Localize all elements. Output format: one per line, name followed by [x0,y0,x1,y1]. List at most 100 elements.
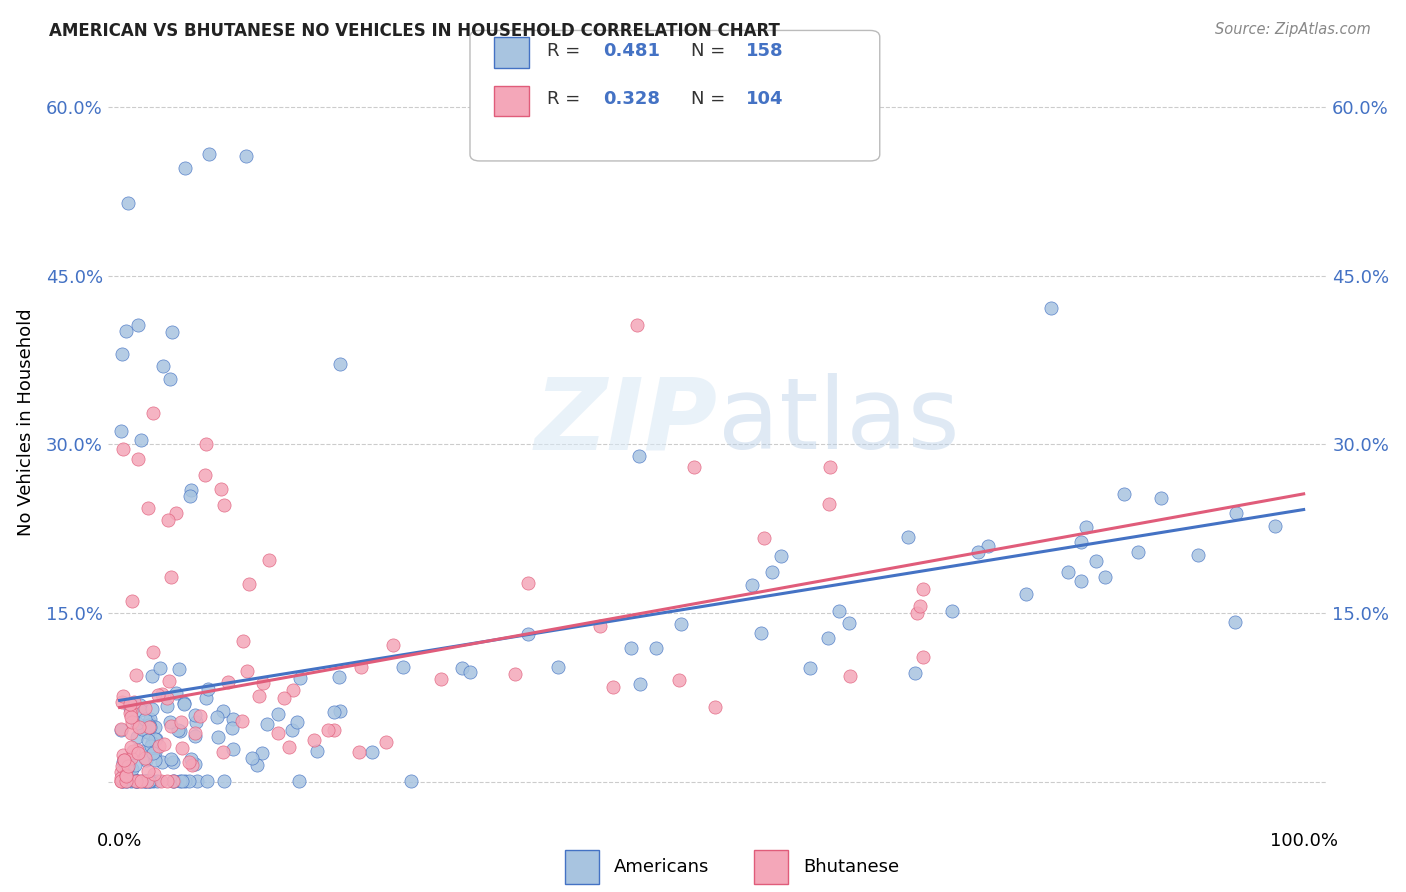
Point [131,722,153,736]
Point [111,689,134,703]
Point [139,774,162,789]
Point [111,442,134,456]
Point [277,740,299,755]
Text: ZIP: ZIP [534,374,717,470]
Point [799,661,821,675]
Point [136,764,159,778]
Point [212,745,235,759]
Point [127,731,149,745]
Point [112,768,135,782]
Point [273,690,295,705]
Point [118,755,141,769]
Point [120,740,142,755]
Point [328,704,350,718]
FancyBboxPatch shape [495,86,529,116]
Point [704,700,727,714]
Point [588,619,610,633]
Point [160,570,183,584]
Point [235,149,257,163]
Point [1015,586,1038,600]
Point [124,774,146,789]
Point [770,549,793,563]
Point [257,553,280,567]
Point [143,767,166,781]
Point [169,662,191,676]
Point [429,672,451,686]
Point [115,774,138,789]
Point [169,723,191,738]
Point [156,699,179,714]
Point [195,774,218,789]
Point [122,744,145,758]
Point [125,774,148,789]
Point [184,726,207,740]
Point [141,669,163,683]
Point [110,723,132,737]
Point [173,697,195,711]
Point [136,733,159,747]
Text: Source: ZipAtlas.com: Source: ZipAtlas.com [1215,22,1371,37]
Point [375,735,398,749]
Point [115,774,138,789]
Point [152,359,174,373]
Point [328,670,350,684]
Text: 158: 158 [745,42,783,60]
Point [111,774,134,789]
Point [628,677,651,691]
FancyBboxPatch shape [495,37,529,68]
Point [180,483,202,497]
Point [754,531,776,545]
Point [156,512,179,526]
Point [551,44,574,58]
Point [1076,519,1098,533]
Point [184,715,207,730]
Point [207,731,229,745]
Point [302,733,325,747]
Point [626,318,648,333]
Point [110,771,132,785]
Point [198,146,221,161]
Point [828,604,851,618]
Point [112,773,135,788]
Point [817,497,839,511]
Point [156,774,179,789]
Point [1114,486,1136,500]
Point [111,748,134,763]
FancyBboxPatch shape [470,30,880,161]
Point [547,660,569,674]
Point [117,758,139,772]
Point [222,712,245,726]
Point [110,774,132,789]
Point [110,774,132,789]
Point [267,726,290,740]
Point [160,325,183,339]
Point [180,758,202,772]
Point [115,768,138,782]
Point [741,578,763,592]
Point [966,545,988,559]
Point [252,676,274,690]
Point [124,758,146,772]
Point [231,714,253,728]
Point [761,565,783,579]
Point [166,506,188,520]
Point [134,774,156,789]
Point [129,433,152,447]
Point [290,672,312,686]
Point [153,737,176,751]
Point [148,739,170,753]
Point [1039,301,1062,316]
Point [167,723,190,738]
Point [143,720,166,734]
Point [1264,519,1286,533]
Point [281,723,304,737]
Point [118,706,141,721]
Point [194,468,217,483]
Point [516,626,538,640]
Point [146,774,169,789]
Point [1085,554,1108,568]
Point [127,774,149,789]
Point [323,723,346,737]
Point [141,773,163,788]
Point [143,731,166,746]
